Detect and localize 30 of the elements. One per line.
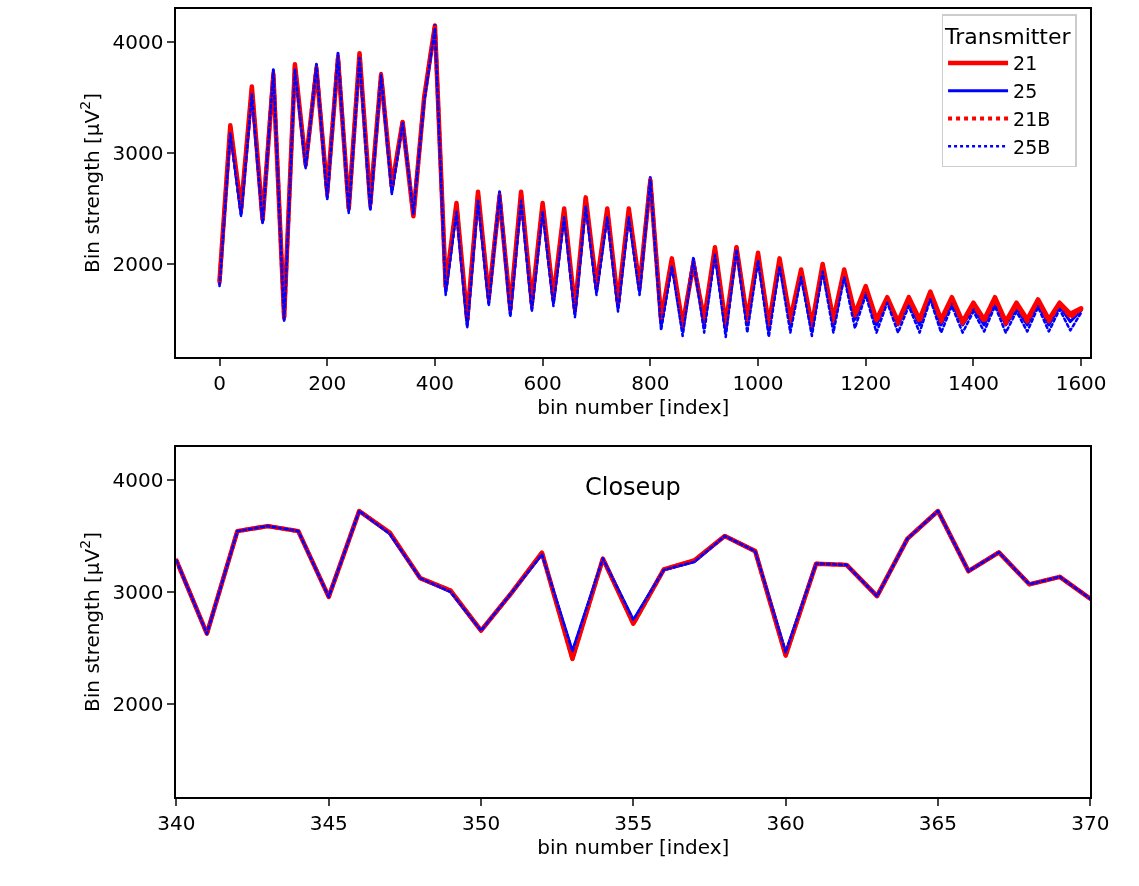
legend-title: Transmitter	[944, 24, 1072, 50]
x-tick-label: 345	[309, 811, 348, 836]
x-tick-label: 350	[461, 811, 501, 836]
y-tick-label: 4000	[112, 468, 164, 493]
x-tick-label: 400	[415, 371, 455, 396]
legend-label: 25B	[1013, 135, 1051, 158]
legend-label: 21	[1013, 52, 1038, 75]
x-tick-label: 365	[918, 811, 958, 836]
y-tick-label: 3000	[112, 141, 164, 166]
y-tick-label: 3000	[112, 579, 164, 604]
x-tick-label: 800	[631, 371, 670, 396]
x-tick-label: 0	[213, 371, 226, 396]
x-tick-label: 1200	[840, 371, 892, 396]
y-tick-label: 2000	[112, 691, 164, 716]
legend-label: 21B	[1013, 107, 1051, 130]
x-axis-title: bin number [index]	[537, 835, 730, 860]
text: Closeup	[585, 473, 681, 501]
x-tick-label: 355	[614, 811, 653, 836]
x-tick-label: 1600	[1055, 371, 1107, 396]
x-axis-title: bin number [index]	[537, 395, 730, 420]
y-tick-label: 4000	[112, 30, 164, 55]
x-tick-label: 1000	[732, 371, 784, 396]
x-tick-label: 340	[157, 811, 196, 836]
x-tick-label: 200	[308, 371, 347, 396]
x-tick-label: 360	[766, 811, 805, 836]
legend-label: 25	[1013, 80, 1038, 103]
x-tick-label: 600	[523, 371, 562, 396]
x-tick-label: 370	[1071, 811, 1110, 836]
y-tick-label: 2000	[112, 251, 164, 276]
x-tick-label: 1400	[947, 371, 999, 396]
